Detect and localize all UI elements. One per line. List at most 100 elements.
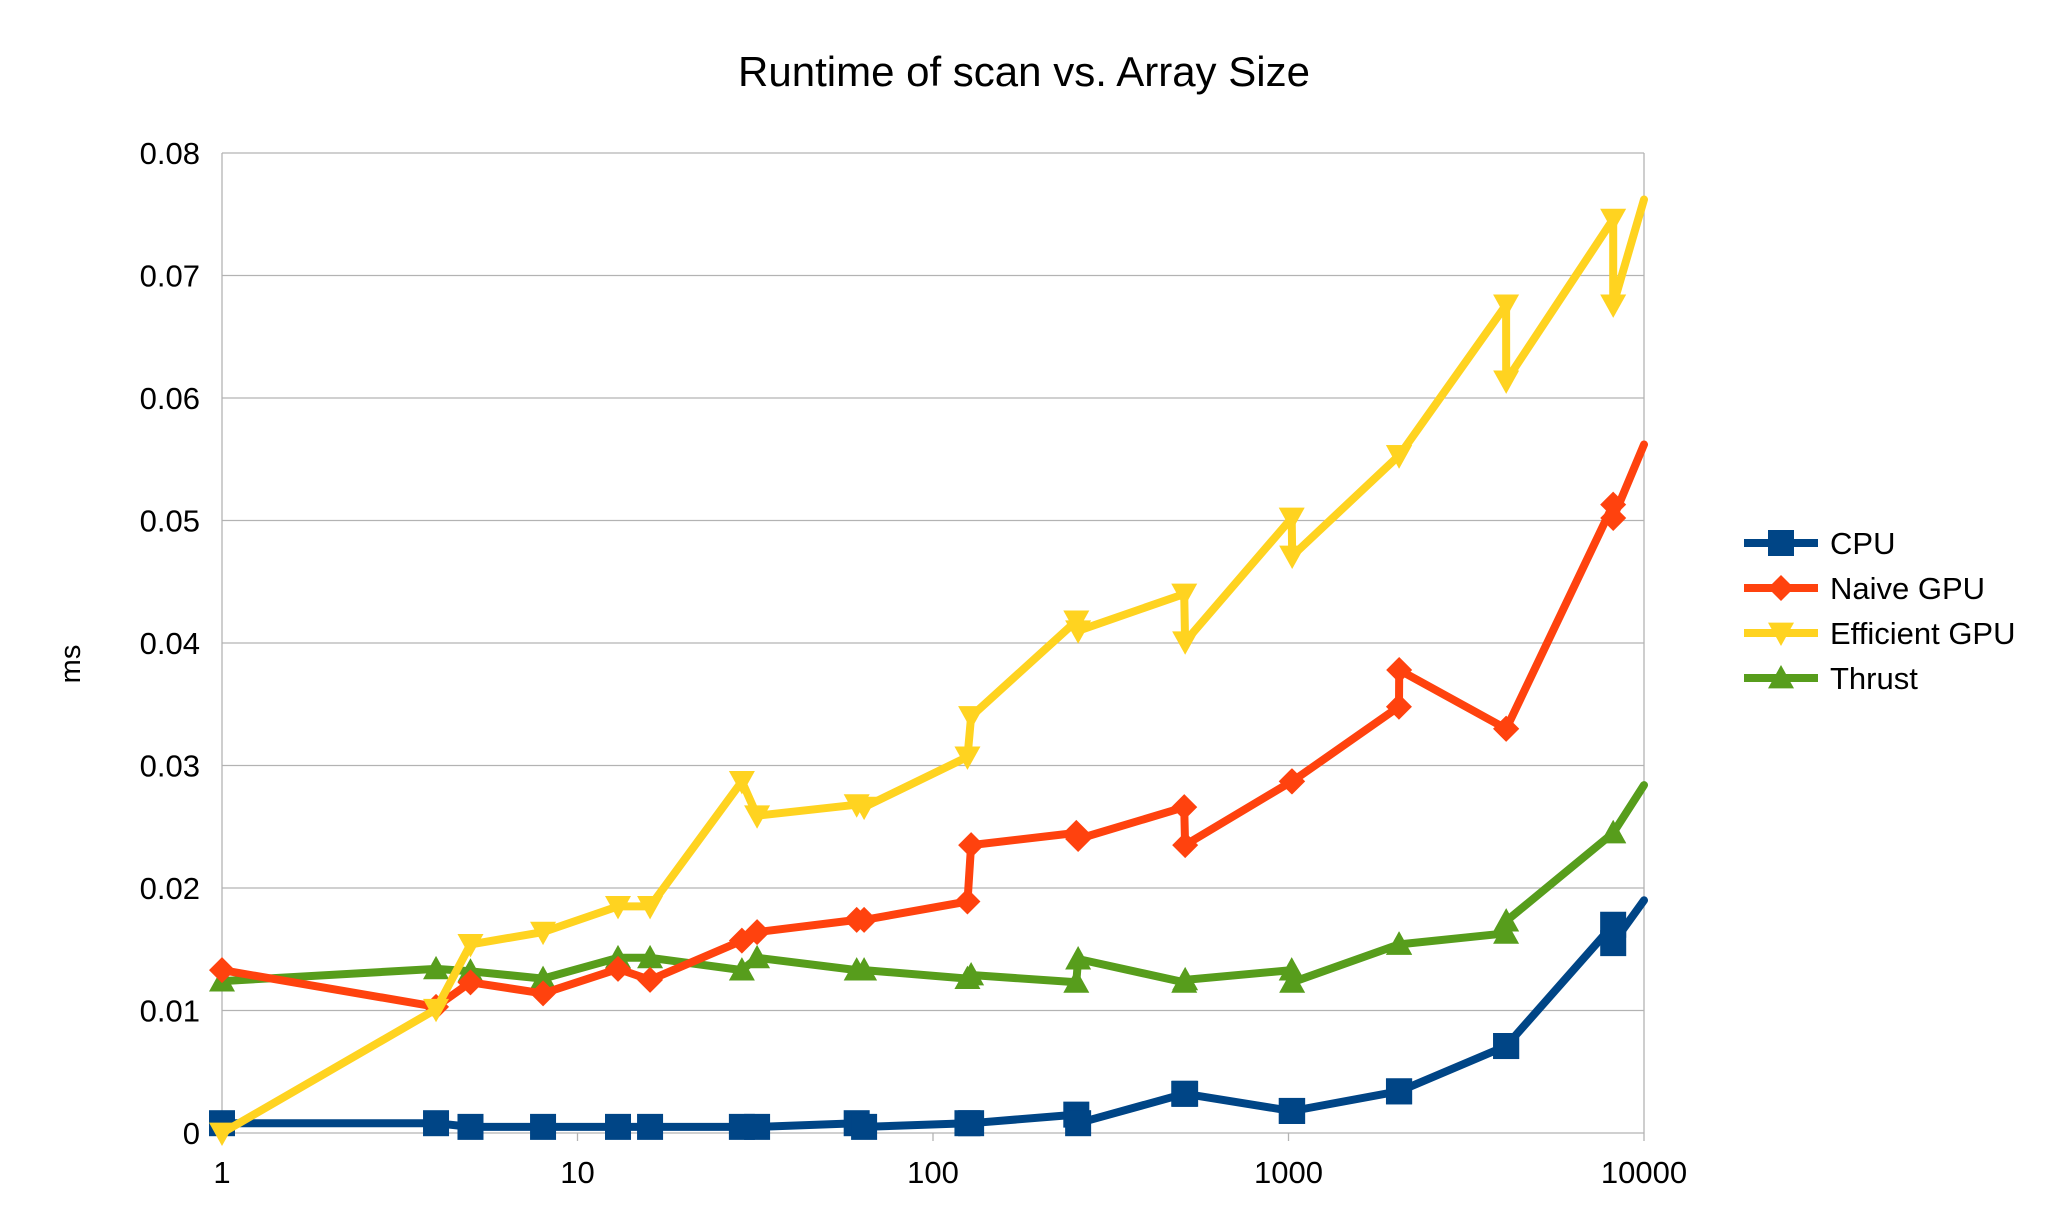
efficient-gpu-point [423,998,450,1023]
efficient-gpu-point [954,746,981,770]
thrust-line [218,781,1648,987]
thrust-point [1493,908,1520,932]
naive-gpu-point [958,832,985,859]
efficient-gpu-point [728,771,755,795]
efficient-gpu-point [1600,208,1627,233]
x-tick-label: 10000 [1601,1155,1687,1190]
legend-item-cpu: CPU [1744,526,1895,561]
thrust-point [851,957,878,981]
thrust-point [1279,969,1306,993]
naive-gpu-point [209,957,235,984]
naive-gpu-point [1065,826,1092,852]
thrust-point [530,965,557,990]
y-tick-label: 0.08 [140,136,200,171]
legend-label: Efficient GPU [1830,616,2016,651]
cpu-point [605,1113,632,1140]
legend-marker [1768,530,1794,556]
legend-marker [1768,622,1794,646]
efficient-gpu-point [1278,507,1305,532]
thrust-point [637,944,664,969]
series-cpu [209,896,1648,1140]
x-tick-label: 1 [213,1155,230,1190]
efficient-gpu-point [1172,631,1199,655]
efficient-gpu-point [1386,445,1413,469]
y-tick-label: 0.04 [140,626,200,661]
efficient-gpu-point [1279,545,1306,570]
y-tick-label: 0.07 [140,259,200,294]
cpu-point [851,1113,878,1140]
naive-gpu-point [1493,715,1520,742]
efficient-gpu-point [457,933,484,958]
naive-gpu-point [530,980,557,1007]
efficient-gpu-point [605,895,632,920]
legend-marker [1768,575,1794,601]
thrust-point [423,955,450,980]
thrust-point [1386,931,1413,955]
naive-gpu-point [1385,693,1412,720]
thrust-point [1493,920,1520,944]
cpu-point [637,1113,664,1140]
efficient-gpu-line [218,195,1648,1137]
thrust-point [958,961,985,986]
x-tick-label: 10 [560,1155,594,1190]
efficient-gpu-point [851,796,878,821]
naive-gpu-point [744,919,771,946]
series-efficient-gpu [209,195,1648,1146]
efficient-gpu-point [209,1122,235,1146]
naive-gpu-point [457,969,484,996]
efficient-gpu-point [744,805,771,829]
cpu-point [457,1113,484,1140]
thrust-point [1063,969,1090,993]
naive-gpu-point [1171,794,1198,821]
naive-gpu-point [954,888,981,915]
naive-gpu-line [218,440,1648,1011]
x-tick-label: 100 [907,1155,959,1190]
legend-marker [1768,665,1794,689]
efficient-gpu-point [530,921,557,946]
y-tick-label: 0.03 [140,749,200,784]
y-axis-title: ms [55,645,87,684]
legend-item-naive-gpu: Naive GPU [1744,571,1985,606]
efficient-gpu-point [958,706,985,730]
y-tick-label: 0.02 [140,871,200,906]
legend-item-thrust: Thrust [1744,661,1918,696]
cpu-point [744,1113,771,1140]
y-tick-label: 0.01 [140,994,200,1029]
legend-label: CPU [1830,526,1895,561]
thrust-point [1172,966,1199,991]
cpu-point [1493,1033,1520,1060]
naive-gpu-point [1600,505,1627,532]
legend: CPU Naive GPU Efficient GPU Thrust [1744,526,2016,696]
y-tick-label: 0.06 [140,381,200,416]
x-tick-label: 1000 [1254,1155,1323,1190]
cpu-point [1386,1078,1413,1105]
efficient-gpu-point [1493,294,1520,318]
naive-gpu-point [637,966,664,993]
naive-gpu-point [1386,656,1413,683]
cpu-point [423,1110,450,1137]
legend-label: Naive GPU [1830,571,1985,606]
naive-gpu-point [1279,768,1306,795]
efficient-gpu-point [1171,583,1198,607]
series-naive-gpu [209,440,1648,1020]
naive-gpu-point [1600,491,1627,518]
cpu-point [530,1113,557,1140]
efficient-gpu-point [1065,620,1092,644]
thrust-point [1065,946,1092,970]
naive-gpu-point [605,955,632,982]
cpu-point [1600,930,1627,957]
thrust-point [728,957,755,981]
naive-gpu-point [851,906,878,933]
legend-item-efficient-gpu: Efficient GPU [1744,616,2016,651]
efficient-gpu-point [637,895,664,920]
thrust-point [1278,957,1305,981]
naive-gpu-point [1172,832,1199,859]
efficient-gpu-point [1493,370,1520,394]
series-lines [209,195,1648,1146]
cpu-point [958,1110,985,1137]
cpu-point [1172,1080,1199,1107]
chart-title: Runtime of scan vs. Array Size [738,48,1310,95]
y-tick-label: 0 [183,1116,200,1151]
thrust-point [1600,819,1627,844]
